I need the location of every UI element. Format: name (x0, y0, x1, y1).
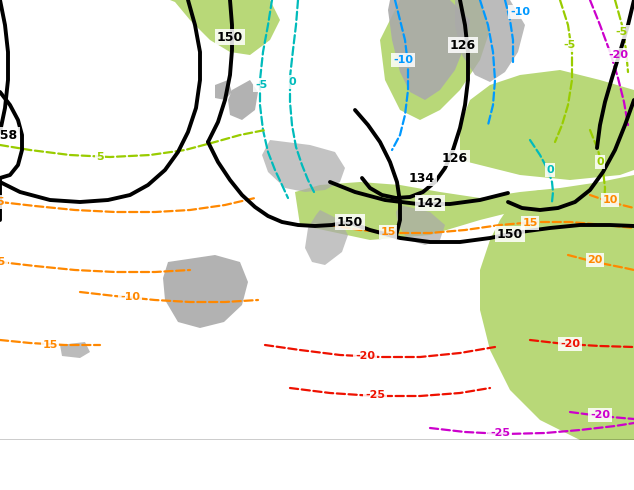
Text: Height/Temp. 850 hPa [gdmp][°C] CFS: Height/Temp. 850 hPa [gdmp][°C] CFS (6, 450, 269, 464)
Text: -5: -5 (616, 27, 628, 37)
Text: -20: -20 (355, 351, 375, 361)
Text: -20: -20 (560, 339, 580, 349)
Polygon shape (388, 0, 470, 100)
Text: 10: 10 (602, 195, 618, 205)
Text: 150: 150 (217, 30, 243, 44)
Text: 142: 142 (417, 196, 443, 210)
Text: 126: 126 (450, 39, 476, 51)
Polygon shape (460, 70, 634, 180)
Polygon shape (295, 175, 634, 240)
Text: -10: -10 (393, 55, 413, 65)
Text: -25: -25 (490, 428, 510, 438)
Text: 150: 150 (337, 216, 363, 228)
Polygon shape (228, 80, 258, 120)
Text: -5: -5 (255, 80, 267, 90)
Text: 15: 15 (380, 227, 396, 237)
Text: ©weatheronline.co.uk: ©weatheronline.co.uk (493, 473, 628, 483)
Polygon shape (455, 0, 525, 82)
Text: -10: -10 (510, 7, 530, 17)
Polygon shape (390, 0, 634, 440)
Text: 126: 126 (442, 151, 468, 165)
Polygon shape (170, 0, 280, 55)
Text: -10: -10 (120, 292, 140, 302)
Text: Sa 28-09-2024 12:00 UTC (00+204): Sa 28-09-2024 12:00 UTC (00+204) (388, 450, 628, 464)
Text: 20: 20 (587, 255, 603, 265)
Polygon shape (215, 80, 232, 100)
Text: -5: -5 (564, 40, 576, 50)
Text: -20: -20 (608, 50, 628, 60)
Text: 150: 150 (497, 227, 523, 241)
Text: -5: -5 (0, 257, 6, 267)
Text: -20: -20 (590, 410, 610, 420)
Text: -25: -25 (365, 390, 385, 400)
Text: 15: 15 (522, 218, 538, 228)
Text: 0: 0 (546, 165, 554, 175)
Polygon shape (500, 220, 634, 265)
Polygon shape (305, 210, 348, 265)
Text: 0: 0 (288, 77, 296, 87)
Polygon shape (262, 140, 345, 192)
Text: 5: 5 (96, 152, 104, 162)
Polygon shape (396, 205, 445, 245)
Text: 158: 158 (0, 128, 18, 142)
Text: 5: 5 (0, 197, 4, 207)
Text: 0: 0 (596, 157, 604, 167)
Text: 15: 15 (42, 340, 58, 350)
Polygon shape (380, 0, 490, 120)
Polygon shape (60, 342, 90, 358)
Polygon shape (163, 255, 248, 328)
Text: 134: 134 (409, 172, 435, 185)
